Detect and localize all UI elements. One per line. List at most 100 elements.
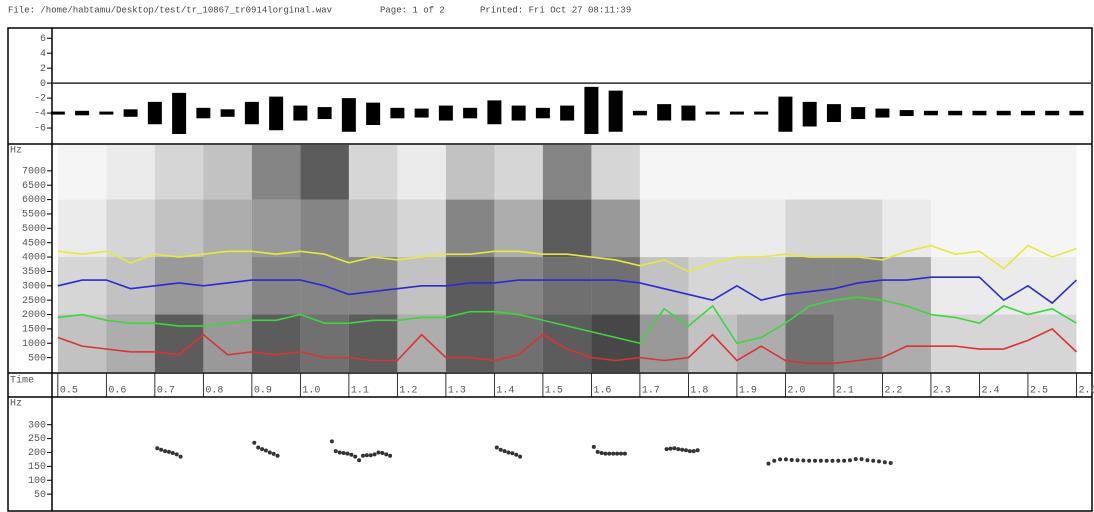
spectrogram-cell — [736, 314, 786, 372]
spectrogram-cell — [300, 314, 349, 372]
y-tick-label: 4000 — [22, 253, 46, 264]
spectrogram-cell — [154, 314, 204, 372]
pitch-point — [163, 449, 168, 454]
pitch-point — [360, 453, 365, 458]
y-tick-label: 150 — [28, 462, 46, 473]
spectrogram-cell — [688, 145, 737, 200]
pitch-point — [174, 452, 179, 457]
pitch-point — [882, 460, 887, 465]
pitch-point — [252, 440, 257, 445]
pitch-point — [256, 445, 261, 450]
pitch-point — [615, 451, 620, 456]
spectrogram-cell — [736, 257, 786, 315]
pitch-point — [388, 453, 393, 458]
spectrogram-cell — [1027, 199, 1077, 258]
spectrogram-cell — [154, 199, 204, 258]
y-tick-label: 6 — [40, 34, 46, 45]
spectrogram-cell — [57, 199, 107, 258]
pitch-point — [888, 461, 893, 466]
pitch-point — [818, 458, 823, 463]
pitch-point — [824, 458, 829, 463]
pitch-point — [384, 452, 389, 457]
pitch-point — [333, 449, 338, 454]
spectrogram-cell — [882, 314, 931, 372]
pitch-point — [783, 457, 788, 462]
x-tick-label: 1.4 — [496, 386, 514, 397]
pitch-point — [622, 451, 627, 456]
pitch-point — [789, 457, 794, 462]
y-axis-label: Hz — [10, 399, 22, 410]
pitch-point — [795, 458, 800, 463]
spectrogram-cell — [397, 199, 446, 258]
y-tick-label: 0 — [40, 79, 46, 90]
page-number: Page: 1 of 2 — [380, 5, 445, 15]
spectrogram-cell — [833, 145, 883, 200]
pitch-point — [502, 449, 507, 454]
pitch-point — [341, 451, 346, 456]
spectrogram-cell — [785, 199, 834, 258]
pitch-point — [372, 452, 377, 457]
pitch-point — [159, 447, 164, 452]
spectrogram-cell — [445, 314, 495, 372]
pitch-point — [506, 450, 511, 455]
print-date: Printed: Fri Oct 27 08:11:39 — [480, 5, 631, 15]
y-axis-label: Hz — [10, 146, 22, 157]
spectrogram-cell — [494, 145, 543, 200]
spectrogram-cell — [348, 257, 398, 315]
x-tick-label: 0.9 — [254, 386, 272, 397]
spectrogram-cell — [979, 145, 1028, 200]
spectrogram-cell — [445, 199, 495, 258]
spectrogram-cell — [57, 314, 107, 372]
spectrogram-cell — [833, 199, 883, 258]
y-tick-label: 1000 — [22, 339, 46, 350]
spectrogram-cell — [1027, 145, 1077, 200]
spectrogram-cell — [57, 257, 107, 315]
spectrogram-cell — [542, 257, 592, 315]
pitch-point — [807, 458, 812, 463]
x-tick-label: 1.7 — [642, 386, 660, 397]
pitch-point — [664, 447, 669, 452]
y-tick-label: 5000 — [22, 224, 46, 235]
pitch-point — [170, 451, 175, 456]
pitch-point — [859, 457, 864, 462]
pitch-point — [494, 445, 499, 450]
x-tick-label: 2.1 — [836, 386, 854, 397]
formant-track — [57, 327, 1077, 365]
spectrogram-cell — [251, 257, 301, 315]
pitch-point — [166, 449, 171, 454]
pitch-point — [591, 444, 596, 449]
pitch-point — [267, 450, 272, 455]
spectrogram-cell — [494, 257, 543, 315]
x-tick-label: 1.8 — [690, 386, 708, 397]
spectrogram-cell — [251, 314, 301, 372]
pitch-point — [672, 446, 677, 451]
pitch-point — [329, 439, 334, 444]
y-tick-label: 3000 — [22, 281, 46, 292]
pitch-point — [830, 458, 835, 463]
spectrogram-cell — [106, 199, 155, 258]
pitch-point — [691, 449, 696, 454]
y-tick-label: -4 — [34, 109, 46, 120]
spectrogram-cell — [542, 145, 592, 200]
pitch-point — [599, 451, 604, 456]
spectrogram-cell — [930, 199, 980, 258]
pitch-point — [668, 446, 673, 451]
spectrogram-cell — [591, 314, 640, 372]
spectrogram-cell — [930, 145, 980, 200]
spectrogram-cell — [930, 314, 980, 372]
pitch-point — [683, 448, 688, 453]
spectrogram-cell — [494, 199, 543, 258]
pitch-point — [263, 448, 268, 453]
pitch-point — [510, 451, 515, 456]
spectrogram-cell — [397, 145, 446, 200]
spectrogram-cell — [397, 314, 446, 372]
pitch-point — [603, 451, 608, 456]
x-tick-label: 1.5 — [545, 386, 563, 397]
y-tick-label: -6 — [34, 124, 46, 135]
spectrogram-cell — [688, 314, 737, 372]
spectrogram-cell — [1027, 314, 1077, 372]
pitch-point — [766, 461, 771, 466]
pitch-point — [353, 454, 358, 459]
